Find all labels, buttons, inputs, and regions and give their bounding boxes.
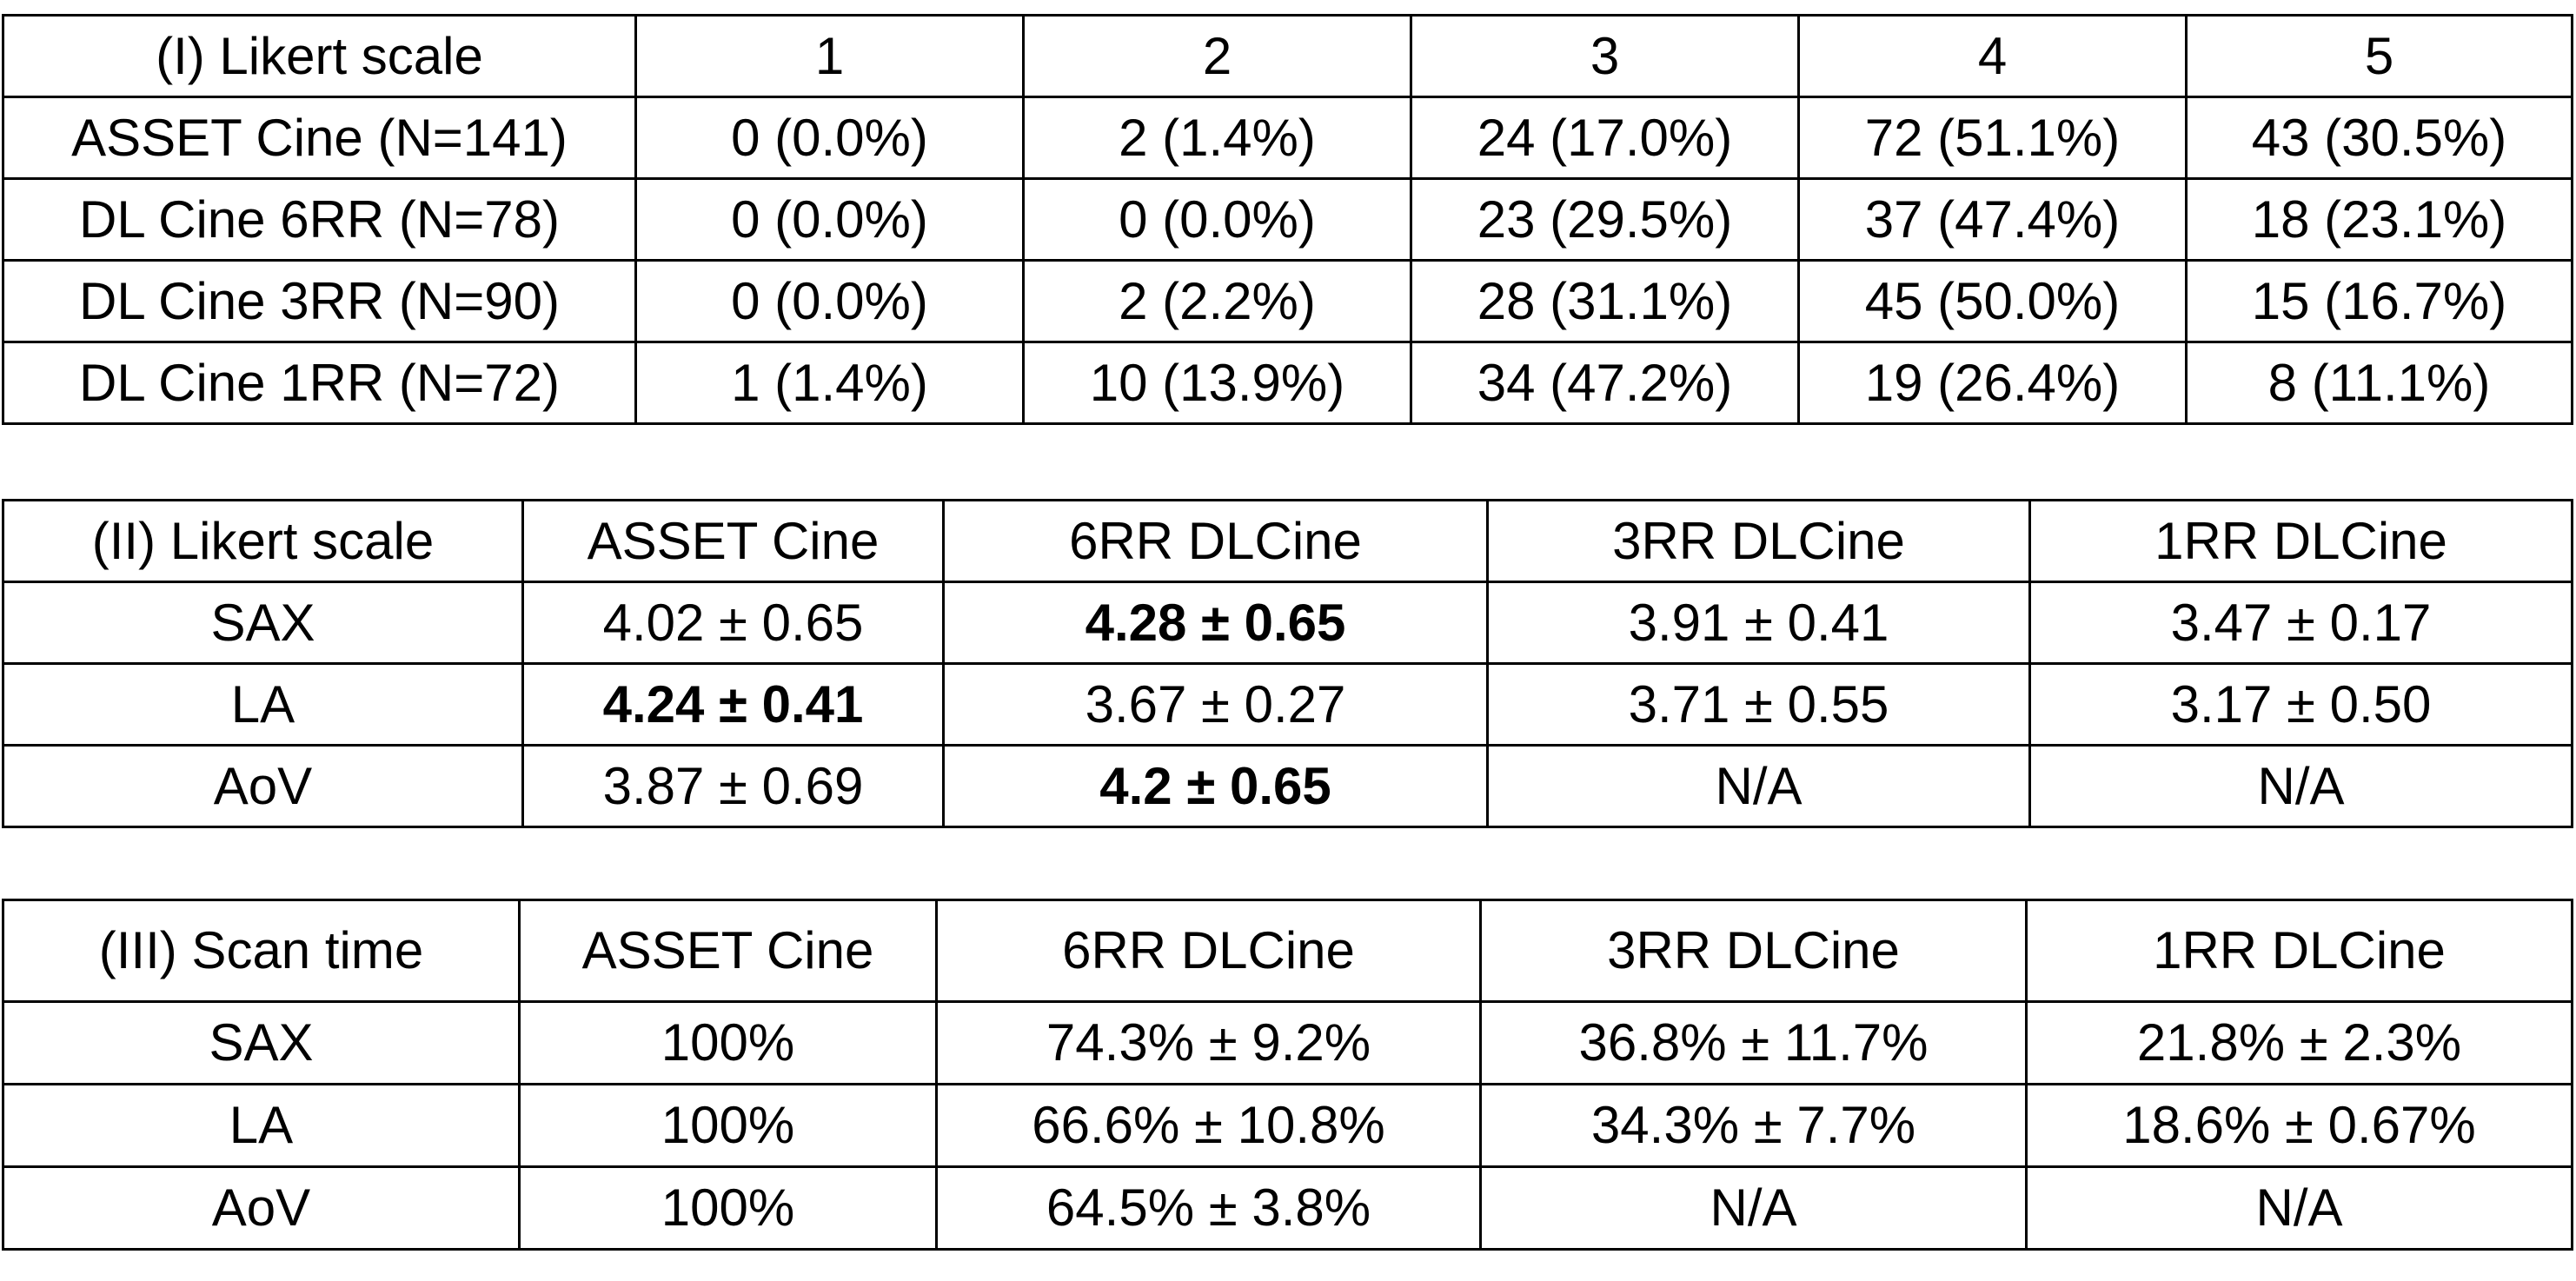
table-cell: 3.47 ± 0.17 bbox=[2028, 581, 2573, 665]
table-cell-bold: 4.28 ± 0.65 bbox=[942, 581, 1489, 665]
table-cell: 0 (0.0%) bbox=[1022, 177, 1412, 262]
table-cell: 100% bbox=[518, 1083, 938, 1168]
table-cell: 72 (51.1%) bbox=[1797, 96, 2188, 180]
table-cell: 34 (47.2%) bbox=[1410, 341, 1800, 425]
row-label: SAX bbox=[2, 1000, 521, 1085]
header-cell: (II) Likert scale bbox=[2, 499, 524, 583]
table-cell: N/A bbox=[1486, 744, 2031, 828]
scan-time-table: (III) Scan time ASSET Cine 6RR DLCine 3R… bbox=[2, 899, 2573, 1251]
table-cell: 43 (30.5%) bbox=[2185, 96, 2573, 180]
header-cell: 3 bbox=[1410, 14, 1800, 98]
row-label: DL Cine 6RR (N=78) bbox=[2, 177, 637, 262]
table-header-row: (I) Likert scale 1 2 3 4 5 bbox=[2, 14, 2573, 98]
table-cell: 0 (0.0%) bbox=[634, 96, 1025, 180]
table-cell: 28 (31.1%) bbox=[1410, 259, 1800, 343]
table-row: SAX 100% 74.3% ± 9.2% 36.8% ± 11.7% 21.8… bbox=[2, 1000, 2573, 1085]
header-cell: 6RR DLCine bbox=[935, 899, 1482, 1003]
header-cell: 1RR DLCine bbox=[2028, 499, 2573, 583]
table-cell: 19 (26.4%) bbox=[1797, 341, 2188, 425]
table-cell: 34.3% ± 7.7% bbox=[1479, 1083, 2028, 1168]
header-cell: 2 bbox=[1022, 14, 1412, 98]
row-label: SAX bbox=[2, 581, 524, 665]
table-cell: 45 (50.0%) bbox=[1797, 259, 2188, 343]
table-cell: 18 (23.1%) bbox=[2185, 177, 2573, 262]
row-label: DL Cine 3RR (N=90) bbox=[2, 259, 637, 343]
table-row: ASSET Cine (N=141) 0 (0.0%) 2 (1.4%) 24 … bbox=[2, 96, 2573, 180]
header-cell: ASSET Cine bbox=[518, 899, 938, 1003]
table-cell: 66.6% ± 10.8% bbox=[935, 1083, 1482, 1168]
table-cell: 0 (0.0%) bbox=[634, 177, 1025, 262]
header-cell: (III) Scan time bbox=[2, 899, 521, 1003]
table-cell: 24 (17.0%) bbox=[1410, 96, 1800, 180]
table-cell: N/A bbox=[2028, 744, 2573, 828]
table-row: DL Cine 6RR (N=78) 0 (0.0%) 0 (0.0%) 23 … bbox=[2, 177, 2573, 262]
table-cell: 23 (29.5%) bbox=[1410, 177, 1800, 262]
table-row: DL Cine 1RR (N=72) 1 (1.4%) 10 (13.9%) 3… bbox=[2, 341, 2573, 425]
table-header-row: (II) Likert scale ASSET Cine 6RR DLCine … bbox=[2, 499, 2573, 583]
row-label: DL Cine 1RR (N=72) bbox=[2, 341, 637, 425]
table-cell: 3.91 ± 0.41 bbox=[1486, 581, 2031, 665]
table-cell: 0 (0.0%) bbox=[634, 259, 1025, 343]
table-cell: 3.71 ± 0.55 bbox=[1486, 662, 2031, 747]
table-cell: N/A bbox=[2025, 1165, 2573, 1251]
table-row: DL Cine 3RR (N=90) 0 (0.0%) 2 (2.2%) 28 … bbox=[2, 259, 2573, 343]
table-cell: 3.87 ± 0.69 bbox=[521, 744, 945, 828]
header-cell: 4 bbox=[1797, 14, 2188, 98]
header-cell: 3RR DLCine bbox=[1486, 499, 2031, 583]
table-cell: 74.3% ± 9.2% bbox=[935, 1000, 1482, 1085]
table-cell: 100% bbox=[518, 1165, 938, 1251]
table-cell: 2 (1.4%) bbox=[1022, 96, 1412, 180]
table-cell: 1 (1.4%) bbox=[634, 341, 1025, 425]
table-cell: 3.17 ± 0.50 bbox=[2028, 662, 2573, 747]
table-cell: 36.8% ± 11.7% bbox=[1479, 1000, 2028, 1085]
table-cell-bold: 4.2 ± 0.65 bbox=[942, 744, 1489, 828]
table-cell: 64.5% ± 3.8% bbox=[935, 1165, 1482, 1251]
table-row: LA 100% 66.6% ± 10.8% 34.3% ± 7.7% 18.6%… bbox=[2, 1083, 2573, 1168]
row-label: LA bbox=[2, 662, 524, 747]
table-cell: 8 (11.1%) bbox=[2185, 341, 2573, 425]
row-label: AoV bbox=[2, 744, 524, 828]
likert-mean-table: (II) Likert scale ASSET Cine 6RR DLCine … bbox=[2, 499, 2573, 828]
table-cell: 4.02 ± 0.65 bbox=[521, 581, 945, 665]
table-cell: 18.6% ± 0.67% bbox=[2025, 1083, 2573, 1168]
table-cell: 100% bbox=[518, 1000, 938, 1085]
table-cell: 10 (13.9%) bbox=[1022, 341, 1412, 425]
table-cell: 21.8% ± 2.3% bbox=[2025, 1000, 2573, 1085]
table-cell: 15 (16.7%) bbox=[2185, 259, 2573, 343]
header-cell: 1RR DLCine bbox=[2025, 899, 2573, 1003]
table-cell: 37 (47.4%) bbox=[1797, 177, 2188, 262]
table-cell: N/A bbox=[1479, 1165, 2028, 1251]
row-label: AoV bbox=[2, 1165, 521, 1251]
table-cell-bold: 4.24 ± 0.41 bbox=[521, 662, 945, 747]
header-cell: 1 bbox=[634, 14, 1025, 98]
header-cell: 5 bbox=[2185, 14, 2573, 98]
table-row: AoV 3.87 ± 0.69 4.2 ± 0.65 N/A N/A bbox=[2, 744, 2573, 828]
table-row: SAX 4.02 ± 0.65 4.28 ± 0.65 3.91 ± 0.41 … bbox=[2, 581, 2573, 665]
table-cell: 3.67 ± 0.27 bbox=[942, 662, 1489, 747]
table-row: LA 4.24 ± 0.41 3.67 ± 0.27 3.71 ± 0.55 3… bbox=[2, 662, 2573, 747]
likert-distribution-table: (I) Likert scale 1 2 3 4 5 ASSET Cine (N… bbox=[2, 14, 2573, 425]
header-cell: 6RR DLCine bbox=[942, 499, 1489, 583]
header-cell: (I) Likert scale bbox=[2, 14, 637, 98]
table-row: AoV 100% 64.5% ± 3.8% N/A N/A bbox=[2, 1165, 2573, 1251]
table-header-row: (III) Scan time ASSET Cine 6RR DLCine 3R… bbox=[2, 899, 2573, 1003]
row-label: ASSET Cine (N=141) bbox=[2, 96, 637, 180]
row-label: LA bbox=[2, 1083, 521, 1168]
header-cell: 3RR DLCine bbox=[1479, 899, 2028, 1003]
header-cell: ASSET Cine bbox=[521, 499, 945, 583]
table-cell: 2 (2.2%) bbox=[1022, 259, 1412, 343]
